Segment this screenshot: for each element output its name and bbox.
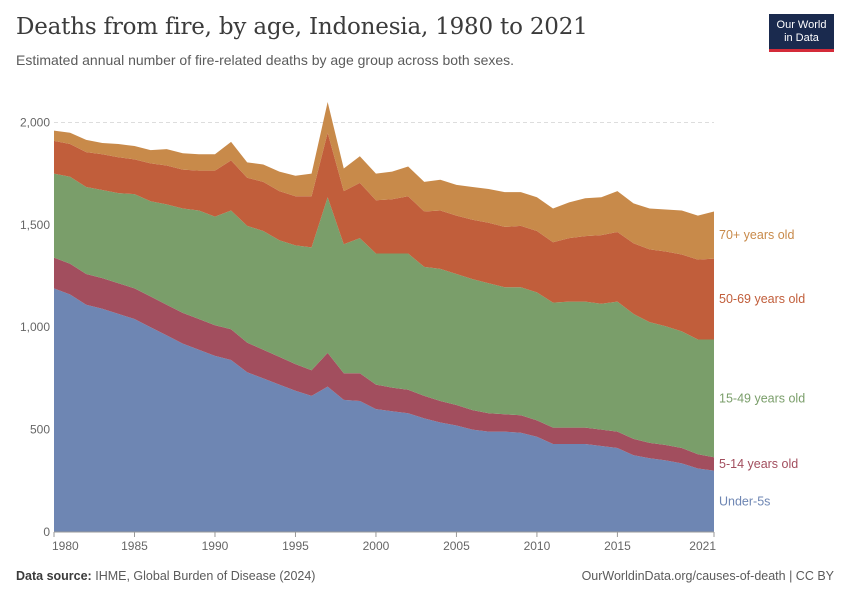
x-tick-label: 2015 bbox=[604, 539, 631, 553]
x-tick-label: 1990 bbox=[202, 539, 229, 553]
x-tick-label: 2021 bbox=[689, 539, 716, 553]
y-tick-label: 0 bbox=[43, 525, 50, 539]
area-15-49-years-old[interactable] bbox=[54, 173, 714, 458]
source-link[interactable]: OurWorldinData.org/causes-of-death | CC … bbox=[581, 569, 834, 583]
x-tick-label: 1995 bbox=[282, 539, 309, 553]
x-tick-label: 1985 bbox=[121, 539, 148, 553]
y-tick-label: 500 bbox=[30, 423, 50, 437]
logo-line-2: in Data bbox=[784, 32, 819, 44]
chart-subtitle: Estimated annual number of fire-related … bbox=[16, 52, 515, 68]
area-5-14-years-old[interactable] bbox=[54, 257, 714, 471]
owid-logo[interactable]: Our World in Data bbox=[769, 14, 834, 52]
data-source-label: Data source: bbox=[16, 569, 92, 583]
y-tick-label: 1,000 bbox=[20, 320, 50, 334]
stacked-area-chart: 0 500 1,000 1,500 2,000 1980 1985 1990 1995 2000 2… bbox=[20, 102, 805, 553]
area-70-years-old[interactable] bbox=[54, 102, 714, 260]
x-tick-label: 2000 bbox=[363, 539, 390, 553]
series-label-under-5s: Under-5s bbox=[719, 494, 770, 508]
x-tick-label: 2010 bbox=[524, 539, 551, 553]
series-labels: Under-5s 5-14 years old 15-49 years old 50-… bbox=[719, 228, 805, 508]
x-tick-label: 2005 bbox=[443, 539, 470, 553]
data-source-text: IHME, Global Burden of Disease (2024) bbox=[95, 569, 316, 583]
x-tick-label: 1980 bbox=[52, 539, 79, 553]
y-tick-label: 2,000 bbox=[20, 115, 50, 129]
series-label-50-69-years-old: 50-69 years old bbox=[719, 292, 805, 306]
area-series bbox=[54, 102, 714, 532]
data-source: Data source: IHME, Global Burden of Dise… bbox=[16, 569, 315, 583]
area-50-69-years-old[interactable] bbox=[54, 132, 714, 340]
axes: 0 500 1,000 1,500 2,000 1980 1985 1990 1995 2000 2… bbox=[20, 115, 716, 553]
series-label-15-49-years-old: 15-49 years old bbox=[719, 391, 805, 405]
y-tick-label: 1,500 bbox=[20, 218, 50, 232]
series-label-70-years-old: 70+ years old bbox=[719, 228, 794, 242]
area-under-5s[interactable] bbox=[54, 288, 714, 532]
logo-line-1: Our World bbox=[776, 19, 827, 31]
series-label-5-14-years-old: 5-14 years old bbox=[719, 457, 798, 471]
chart-title: Deaths from fire, by age, Indonesia, 198… bbox=[16, 14, 588, 40]
